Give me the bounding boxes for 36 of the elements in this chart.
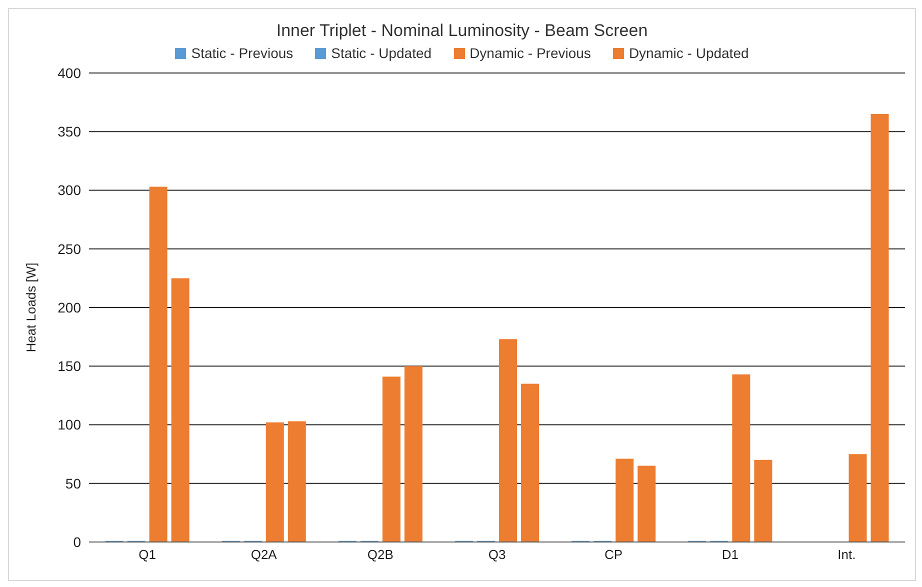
x-tick-label: Int.	[838, 547, 856, 562]
y-tick-label: 350	[58, 124, 82, 140]
x-tick-label: Q3	[488, 547, 506, 562]
y-axis-title: Heat Loads [W]	[24, 262, 39, 352]
x-tick-label: Q2A	[250, 547, 278, 562]
bar	[149, 186, 168, 542]
bar	[754, 460, 772, 542]
y-tick-label: 0	[73, 534, 82, 550]
bar	[638, 466, 656, 542]
y-tick-label: 300	[58, 182, 82, 198]
x-tick-label: Q2B	[367, 547, 394, 562]
y-tick-label: 200	[58, 299, 82, 316]
chart-title: Inner Triplet - Nominal Luminosity - Beam Screen	[275, 20, 649, 42]
bar	[382, 376, 400, 542]
bar	[848, 454, 867, 542]
x-tick-label: CP	[604, 547, 623, 562]
bar	[288, 421, 306, 542]
bar	[732, 374, 750, 542]
bar	[870, 114, 889, 542]
legend-label: Dynamic - Updated	[628, 45, 749, 61]
x-tick-label: D1	[722, 547, 738, 562]
y-tick-label: 250	[58, 240, 82, 257]
bar	[404, 366, 422, 542]
bar	[266, 422, 284, 542]
bar	[521, 384, 540, 542]
y-tick-label: 50	[65, 475, 82, 492]
legend-label: Dynamic - Previous	[468, 45, 591, 61]
bar	[499, 339, 518, 542]
y-tick-label: 100	[58, 416, 82, 433]
x-tick-label: Q1	[138, 547, 156, 562]
bar	[616, 458, 634, 542]
bar	[171, 278, 190, 542]
legend-label: Static - Updated	[330, 45, 432, 61]
y-tick-label: 400	[58, 64, 82, 81]
legend-label: Static - Previous	[190, 45, 294, 61]
y-tick-label: 150	[58, 358, 82, 374]
